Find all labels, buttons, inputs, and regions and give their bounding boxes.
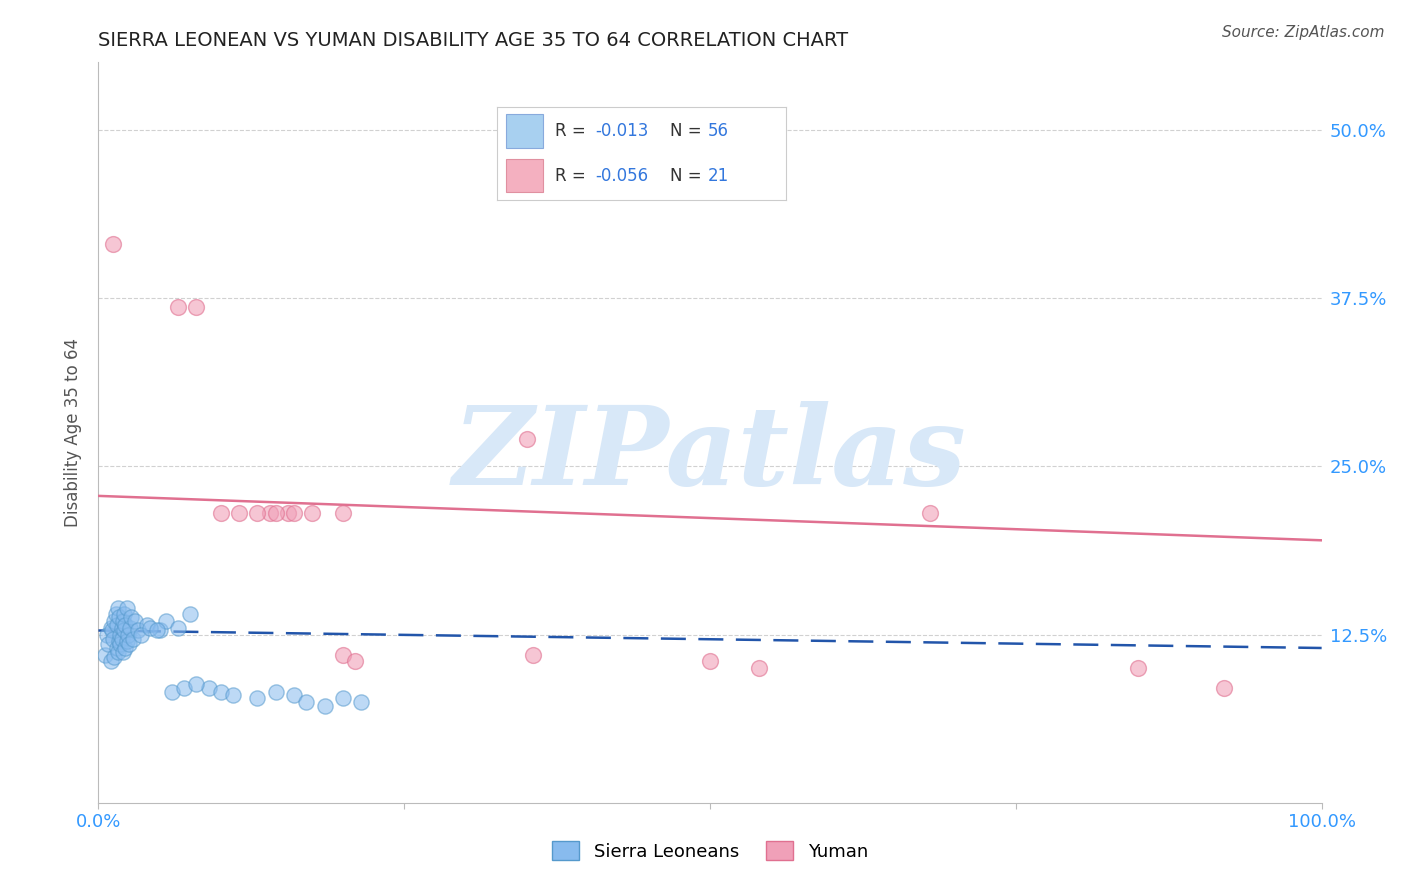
Point — [111, 645, 134, 659]
Bar — [506, 159, 543, 193]
Point — [114, 640, 136, 655]
Text: ZIPatlas: ZIPatlas — [453, 401, 967, 508]
Point — [515, 433, 537, 447]
Text: -0.056: -0.056 — [595, 167, 648, 185]
Point — [920, 507, 942, 521]
Point — [179, 607, 201, 622]
Point — [277, 507, 299, 521]
Point — [111, 614, 134, 628]
Point — [259, 507, 281, 521]
Point — [1128, 661, 1150, 675]
Point — [129, 627, 152, 641]
Point — [197, 681, 219, 696]
Point — [105, 640, 128, 655]
Point — [699, 655, 721, 669]
Legend: Sierra Leoneans, Yuman: Sierra Leoneans, Yuman — [546, 834, 875, 868]
Point — [146, 624, 169, 638]
Point — [350, 695, 373, 709]
Point — [110, 637, 132, 651]
Point — [332, 507, 354, 521]
Point — [101, 624, 124, 638]
Point — [111, 621, 134, 635]
Point — [112, 624, 135, 638]
Point — [107, 645, 129, 659]
Bar — [506, 114, 543, 148]
Point — [167, 301, 190, 315]
Point — [107, 600, 129, 615]
Text: Source: ZipAtlas.com: Source: ZipAtlas.com — [1222, 25, 1385, 40]
Point — [139, 621, 162, 635]
Point — [117, 627, 139, 641]
Point — [103, 614, 125, 628]
Text: 56: 56 — [709, 122, 728, 140]
Point — [127, 624, 149, 638]
Text: N =: N = — [671, 167, 707, 185]
Point — [295, 695, 318, 709]
Point — [246, 690, 269, 705]
Point — [97, 637, 120, 651]
Point — [104, 607, 127, 622]
Point — [332, 690, 354, 705]
Point — [186, 677, 208, 691]
Text: 21: 21 — [709, 167, 730, 185]
Text: R =: R = — [555, 167, 591, 185]
Y-axis label: Disability Age 35 to 64: Disability Age 35 to 64 — [65, 338, 83, 527]
Point — [124, 614, 146, 628]
Point — [100, 621, 122, 635]
Text: N =: N = — [671, 122, 707, 140]
Point — [120, 621, 142, 635]
Point — [114, 618, 136, 632]
Point — [121, 632, 143, 646]
Point — [103, 650, 125, 665]
Point — [100, 655, 122, 669]
Point — [301, 507, 323, 521]
Text: SIERRA LEONEAN VS YUMAN DISABILITY AGE 35 TO 64 CORRELATION CHART: SIERRA LEONEAN VS YUMAN DISABILITY AGE 3… — [98, 30, 849, 50]
Point — [108, 610, 131, 624]
Point — [93, 648, 115, 662]
Point — [264, 507, 287, 521]
Point — [167, 621, 190, 635]
Point — [136, 618, 159, 632]
Point — [112, 607, 135, 622]
Point — [522, 648, 544, 662]
Point — [186, 301, 208, 315]
Point — [101, 632, 124, 646]
Point — [173, 681, 195, 696]
Point — [149, 624, 172, 638]
Point — [118, 637, 141, 651]
Point — [155, 614, 177, 628]
Point — [120, 610, 142, 624]
Point — [264, 685, 287, 699]
Point — [108, 634, 131, 648]
Point — [283, 507, 305, 521]
Point — [283, 688, 305, 702]
Text: R =: R = — [555, 122, 591, 140]
Point — [222, 688, 245, 702]
Point — [209, 507, 232, 521]
Point — [101, 237, 124, 252]
Point — [209, 685, 232, 699]
Point — [228, 507, 250, 521]
Point — [344, 655, 367, 669]
Point — [314, 698, 336, 713]
Point — [160, 685, 183, 699]
Point — [748, 661, 770, 675]
Point — [96, 627, 118, 641]
Point — [115, 634, 138, 648]
Point — [110, 627, 132, 641]
Point — [332, 648, 354, 662]
Point — [105, 618, 128, 632]
Point — [1212, 681, 1234, 696]
Point — [111, 632, 134, 646]
Point — [115, 600, 138, 615]
Point — [246, 507, 269, 521]
Text: -0.013: -0.013 — [595, 122, 648, 140]
